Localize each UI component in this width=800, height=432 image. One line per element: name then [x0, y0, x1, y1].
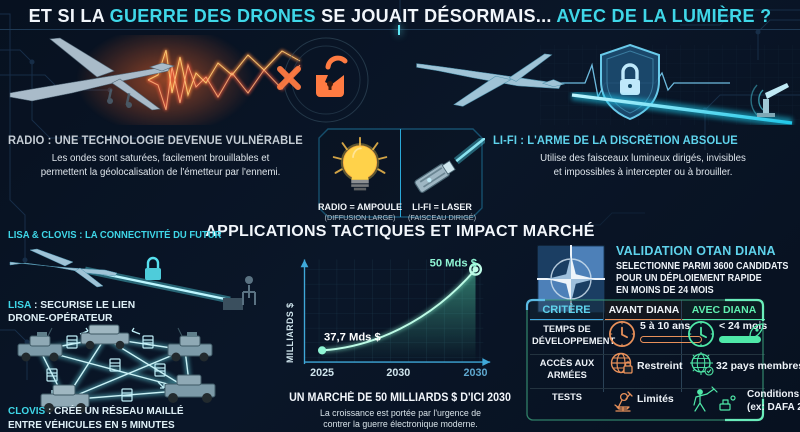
svg-text:50 Mds $: 50 Mds $ — [430, 257, 478, 269]
svg-text:37,7 Mds $: 37,7 Mds $ — [324, 332, 382, 344]
svg-text:2025: 2025 — [310, 367, 334, 379]
svg-text:2030: 2030 — [464, 367, 488, 379]
svg-text:MILLIARDS $: MILLIARDS $ — [285, 303, 295, 364]
svg-text:2030: 2030 — [386, 367, 410, 379]
